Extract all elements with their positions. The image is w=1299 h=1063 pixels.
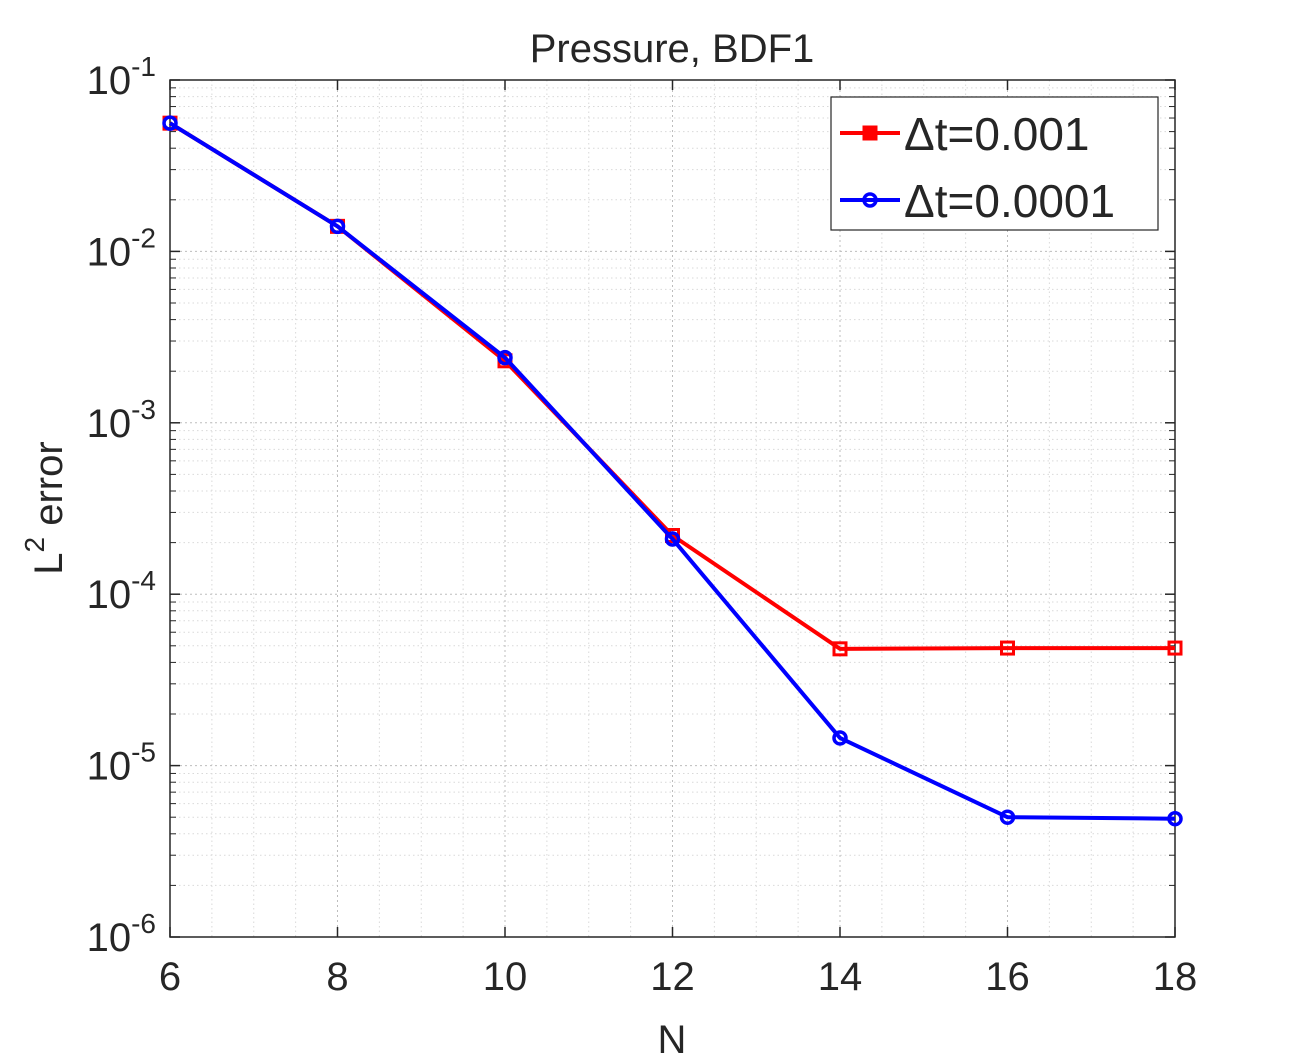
legend-marker-square: [862, 125, 878, 141]
x-tick-label: 12: [650, 955, 695, 999]
y-axis-label-superscript: 2: [19, 537, 50, 553]
series-layer: [162, 115, 1183, 827]
legend: Δt=0.001 Δt=0.0001: [830, 96, 1159, 231]
y-tick-label-base: 10: [87, 59, 132, 103]
x-axis-label: N: [658, 1018, 687, 1062]
data-point-square: [832, 641, 848, 657]
y-tick-label: 10-4: [87, 565, 156, 617]
tick-marks: [169, 79, 1176, 938]
y-tick-label: 10-2: [87, 222, 156, 274]
y-tick-label-exponent: -5: [131, 737, 156, 768]
legend-entry-dt-0.001: Δt=0.001: [840, 108, 1089, 160]
data-point-square: [1167, 640, 1183, 656]
data-point-circle: [832, 730, 848, 746]
x-tick-label: 18: [1153, 955, 1198, 999]
y-tick-label-exponent: -3: [131, 394, 156, 425]
y-tick-label: 10-5: [87, 737, 156, 789]
y-tick-label: 10-6: [87, 908, 156, 960]
data-point-circle: [999, 809, 1016, 825]
data-point-square: [1000, 640, 1015, 656]
data-point-circle: [162, 115, 178, 131]
x-tick-label: 16: [985, 955, 1030, 999]
y-tick-label-base: 10: [87, 916, 132, 960]
data-point-circle: [1167, 810, 1183, 827]
y-tick-label-exponent: -2: [131, 222, 156, 253]
y-axis-label-base: L: [27, 552, 71, 574]
y-axis-label-rest: error: [27, 441, 71, 537]
x-tick-label: 10: [483, 955, 528, 999]
chart-title: Pressure, BDF1: [530, 27, 815, 71]
x-tick-label: 14: [818, 955, 863, 999]
legend-label: Δt=0.001: [904, 108, 1089, 160]
legend-box: [830, 96, 1159, 231]
y-tick-label: 10-3: [87, 394, 156, 446]
x-tick-label: 6: [159, 955, 181, 999]
y-tick-label-base: 10: [87, 230, 132, 274]
y-axis-label: L2 error: [19, 441, 71, 574]
y-tick-label-base: 10: [87, 573, 132, 617]
data-point-circle: [664, 531, 681, 547]
legend-label: Δt=0.0001: [904, 175, 1115, 227]
y-tick-label-base: 10: [87, 745, 132, 789]
x-tick-label: 8: [326, 955, 348, 999]
y-tick-labels: 10-610-510-410-310-210-1: [87, 51, 156, 960]
y-tick-label-exponent: -1: [131, 51, 156, 82]
legend-entry-dt-0.0001: Δt=0.0001: [840, 175, 1115, 227]
data-point-circle: [497, 349, 513, 366]
y-tick-label-exponent: -6: [131, 908, 156, 939]
series-line-1: [168, 121, 1176, 821]
y-tick-label-base: 10: [87, 402, 132, 446]
legend-marker-circle: [862, 192, 878, 208]
y-tick-label: 10-1: [87, 51, 156, 103]
x-tick-labels: 6 8 10 12 14 16 18: [159, 955, 1197, 999]
data-point-circle: [329, 218, 346, 235]
y-tick-label-exponent: -4: [131, 565, 156, 596]
